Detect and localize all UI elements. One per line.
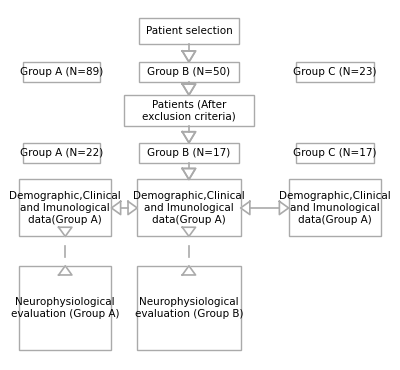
Polygon shape <box>128 201 137 215</box>
Text: Group C (N=17): Group C (N=17) <box>293 148 376 158</box>
Text: Group B (N=17): Group B (N=17) <box>147 148 230 158</box>
FancyBboxPatch shape <box>139 143 239 163</box>
FancyBboxPatch shape <box>19 266 111 350</box>
FancyBboxPatch shape <box>124 95 254 126</box>
FancyBboxPatch shape <box>19 179 111 236</box>
Text: Group C (N=23): Group C (N=23) <box>293 67 376 77</box>
FancyBboxPatch shape <box>296 62 374 82</box>
Polygon shape <box>241 201 250 215</box>
Text: Neurophysiological
evaluation (Group B): Neurophysiological evaluation (Group B) <box>135 297 243 319</box>
Polygon shape <box>279 201 289 215</box>
FancyBboxPatch shape <box>23 62 100 82</box>
Polygon shape <box>59 266 72 275</box>
FancyBboxPatch shape <box>23 143 100 163</box>
FancyBboxPatch shape <box>139 18 239 44</box>
Polygon shape <box>182 168 196 179</box>
Polygon shape <box>182 227 196 236</box>
Polygon shape <box>182 51 196 62</box>
Polygon shape <box>182 84 196 95</box>
Text: Group A (N=22): Group A (N=22) <box>20 148 103 158</box>
Text: Group A (N=89): Group A (N=89) <box>20 67 103 77</box>
Polygon shape <box>182 266 196 275</box>
Text: Group B (N=50): Group B (N=50) <box>147 67 230 77</box>
FancyBboxPatch shape <box>139 62 239 82</box>
FancyBboxPatch shape <box>137 266 241 350</box>
Text: Neurophysiological
evaluation (Group A): Neurophysiological evaluation (Group A) <box>11 297 120 319</box>
Polygon shape <box>59 227 72 236</box>
Polygon shape <box>111 201 121 215</box>
FancyBboxPatch shape <box>289 179 381 236</box>
Polygon shape <box>182 132 196 143</box>
Text: Demographic,Clinical
and Imunological
data(Group A): Demographic,Clinical and Imunological da… <box>279 191 391 225</box>
FancyBboxPatch shape <box>296 143 374 163</box>
FancyBboxPatch shape <box>137 179 241 236</box>
Text: Patients (After
exclusion criteria): Patients (After exclusion criteria) <box>142 100 236 121</box>
Text: Demographic,Clinical
and Imunological
data(Group A): Demographic,Clinical and Imunological da… <box>9 191 121 225</box>
Text: Patient selection: Patient selection <box>146 26 232 36</box>
Text: Demographic,Clinical
and Imunological
data(Group A): Demographic,Clinical and Imunological da… <box>133 191 245 225</box>
